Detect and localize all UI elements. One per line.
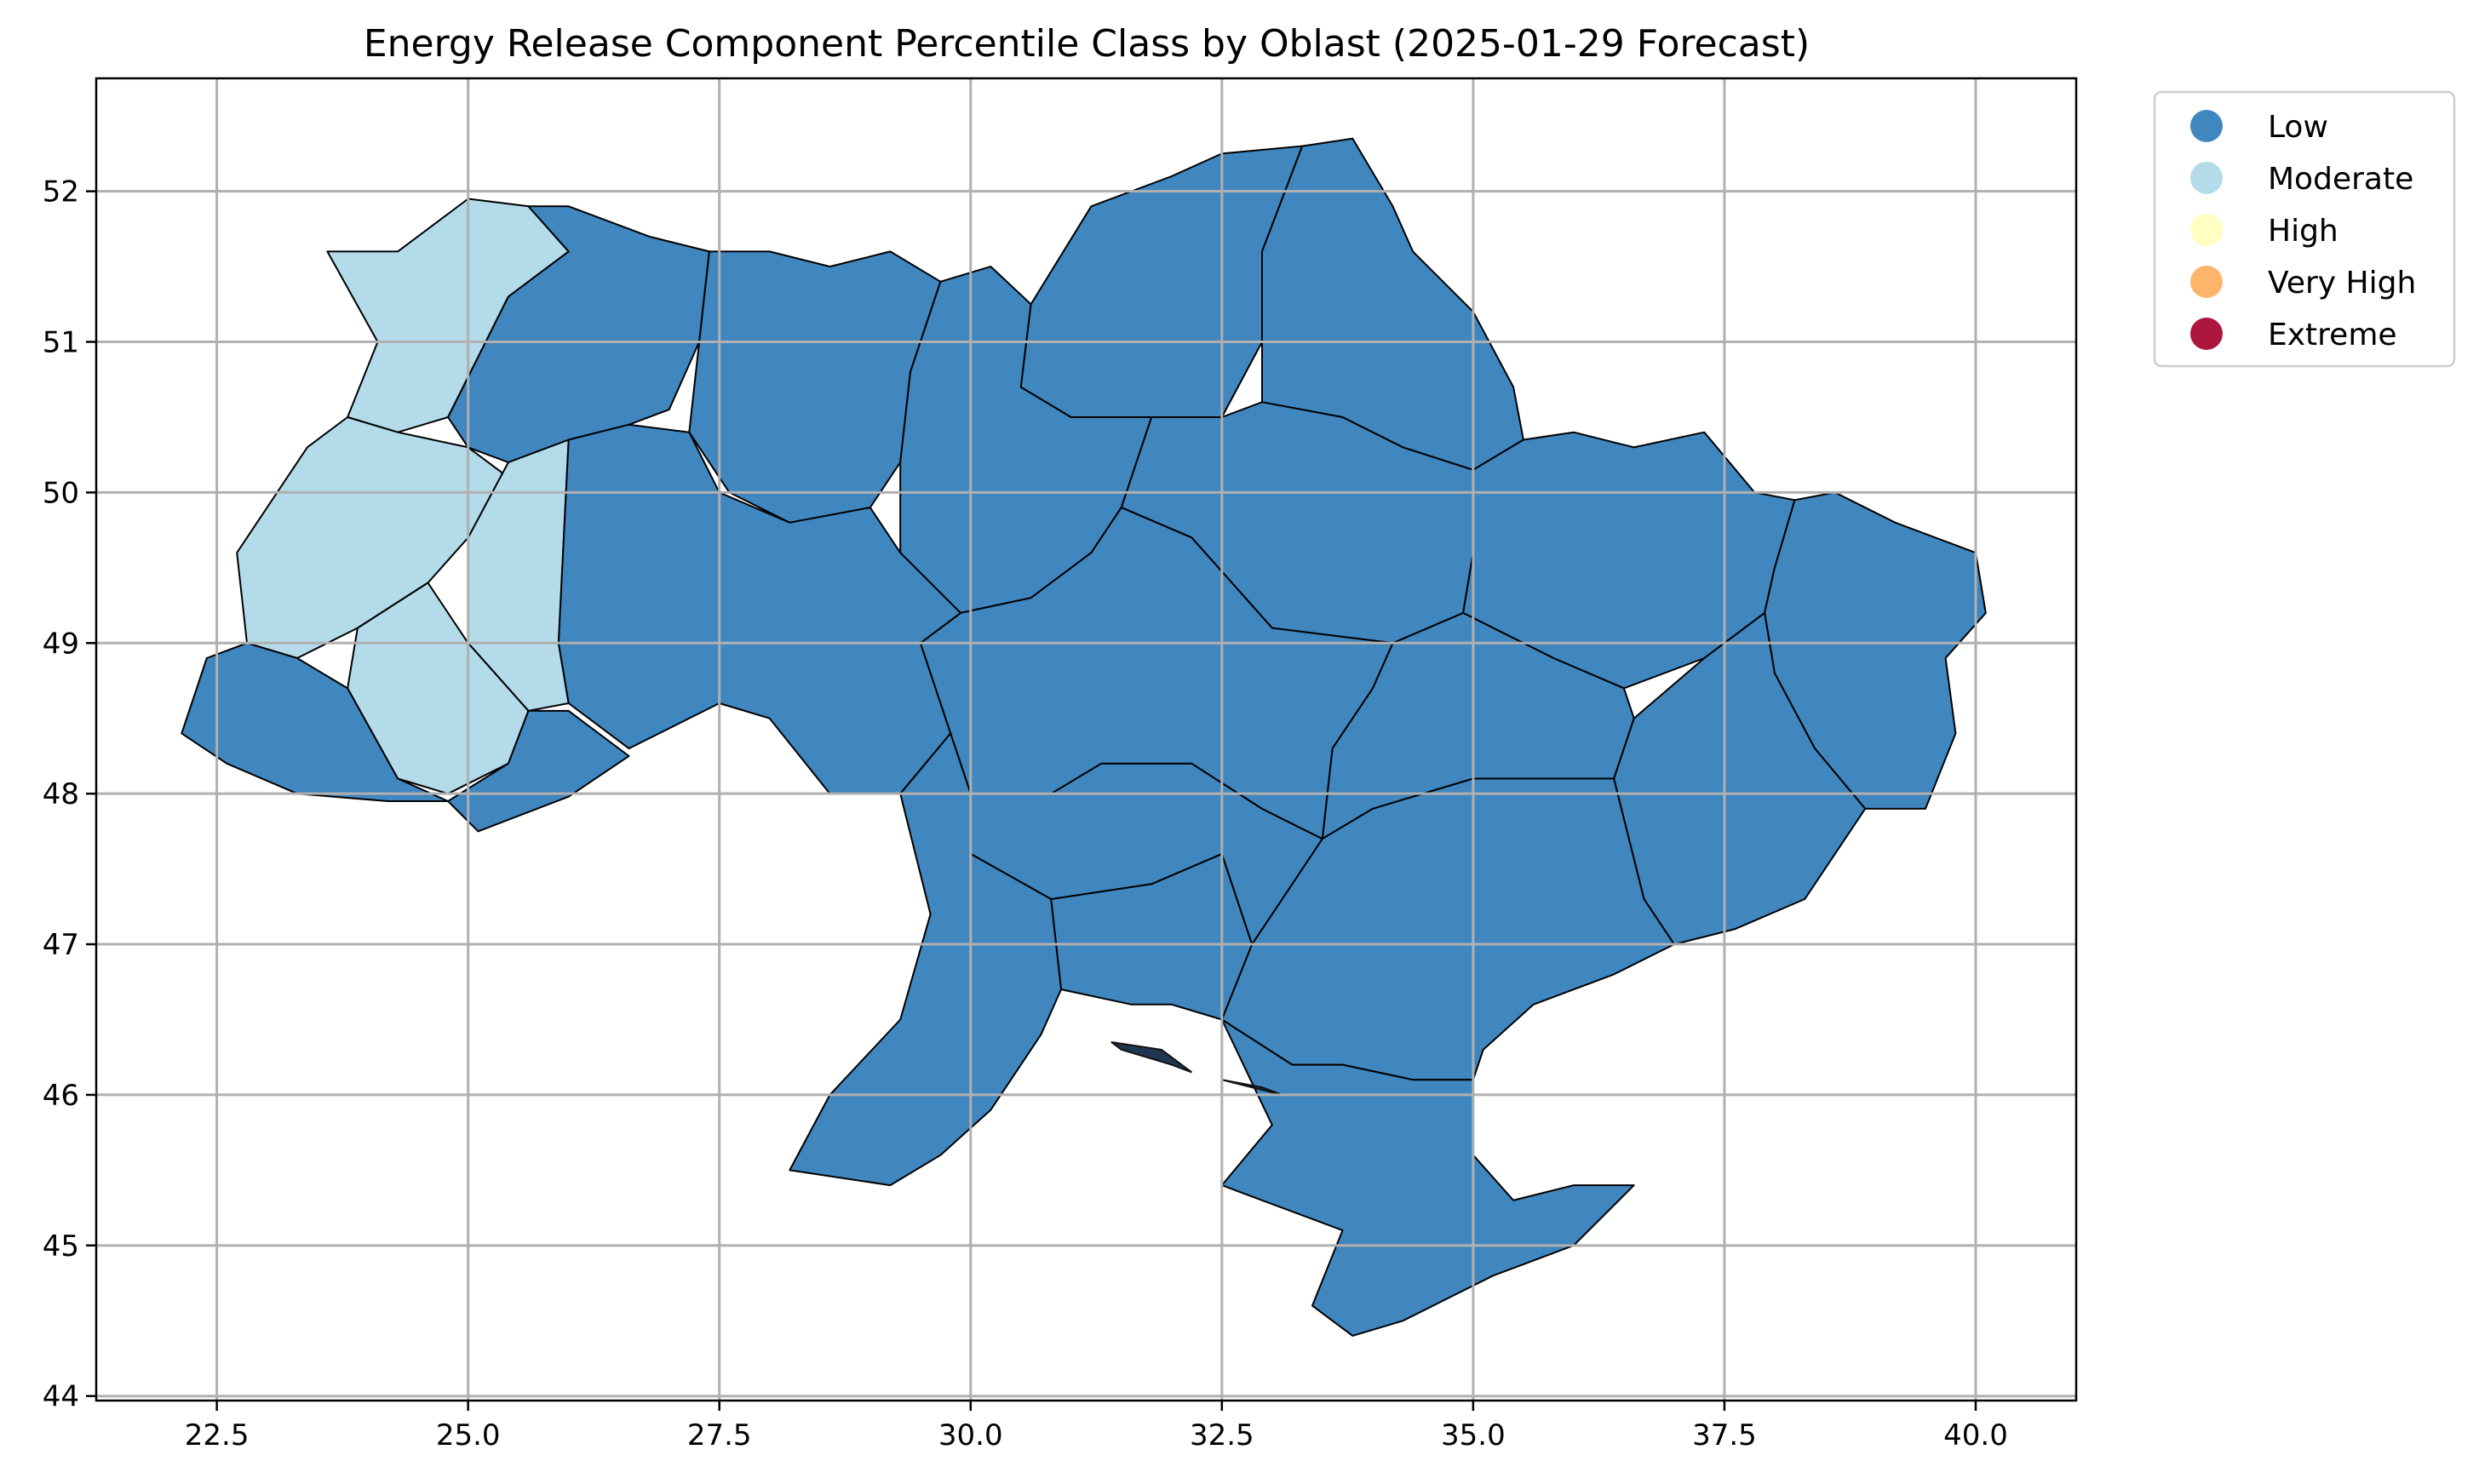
legend-label-very-high: Very High <box>2268 266 2416 301</box>
legend-marker-moderate <box>2190 162 2223 194</box>
y-axis: 44 45 46 47 48 49 50 51 52 <box>43 175 96 1414</box>
x-tick-label: 27.5 <box>687 1418 752 1452</box>
x-tick-label: 37.5 <box>1692 1418 1757 1452</box>
legend-marker-very-high <box>2190 266 2223 298</box>
x-tick-label: 22.5 <box>185 1418 250 1452</box>
legend-frame <box>2153 90 2456 368</box>
oblast-regions <box>181 137 1987 1337</box>
oblast-region-6 <box>447 709 630 833</box>
y-tick-label: 49 <box>43 627 79 661</box>
legend-marker-high <box>2190 214 2223 246</box>
x-tick-label: 35.0 <box>1441 1418 1506 1452</box>
oblast-region-8 <box>557 423 720 750</box>
chart-title: Energy Release Component Percentile Clas… <box>364 22 1810 66</box>
y-tick-label: 50 <box>43 476 79 510</box>
x-tick-label: 30.0 <box>938 1418 1003 1452</box>
plot-frame <box>95 77 2078 1402</box>
legend-label-extreme: Extreme <box>2268 318 2397 352</box>
legend: Low Moderate High Very High Extreme <box>2153 90 2456 368</box>
legend-marker-low <box>2190 110 2223 142</box>
x-tick-label: 32.5 <box>1190 1418 1254 1452</box>
x-tick-label: 40.0 <box>1943 1418 2008 1452</box>
y-tick-label: 47 <box>43 928 79 962</box>
island-1 <box>1110 1041 1192 1074</box>
y-tick-label: 44 <box>43 1380 79 1414</box>
y-tick-label: 48 <box>43 777 79 811</box>
y-tick-label: 52 <box>43 175 79 209</box>
y-tick-label: 46 <box>43 1079 79 1113</box>
y-tick-label: 51 <box>43 326 79 360</box>
legend-label-low: Low <box>2268 110 2328 145</box>
x-tick-label: 25.0 <box>436 1418 501 1452</box>
y-tick-label: 45 <box>43 1229 79 1263</box>
gridlines <box>96 78 2076 1401</box>
legend-marker-extreme <box>2190 318 2223 350</box>
oblast-region-5 <box>181 642 450 802</box>
legend-label-high: High <box>2268 214 2338 249</box>
legend-label-moderate: Moderate <box>2268 162 2413 197</box>
x-axis: 22.5 25.0 27.5 30.0 32.5 35.0 37.5 40.0 <box>185 1401 2008 1452</box>
